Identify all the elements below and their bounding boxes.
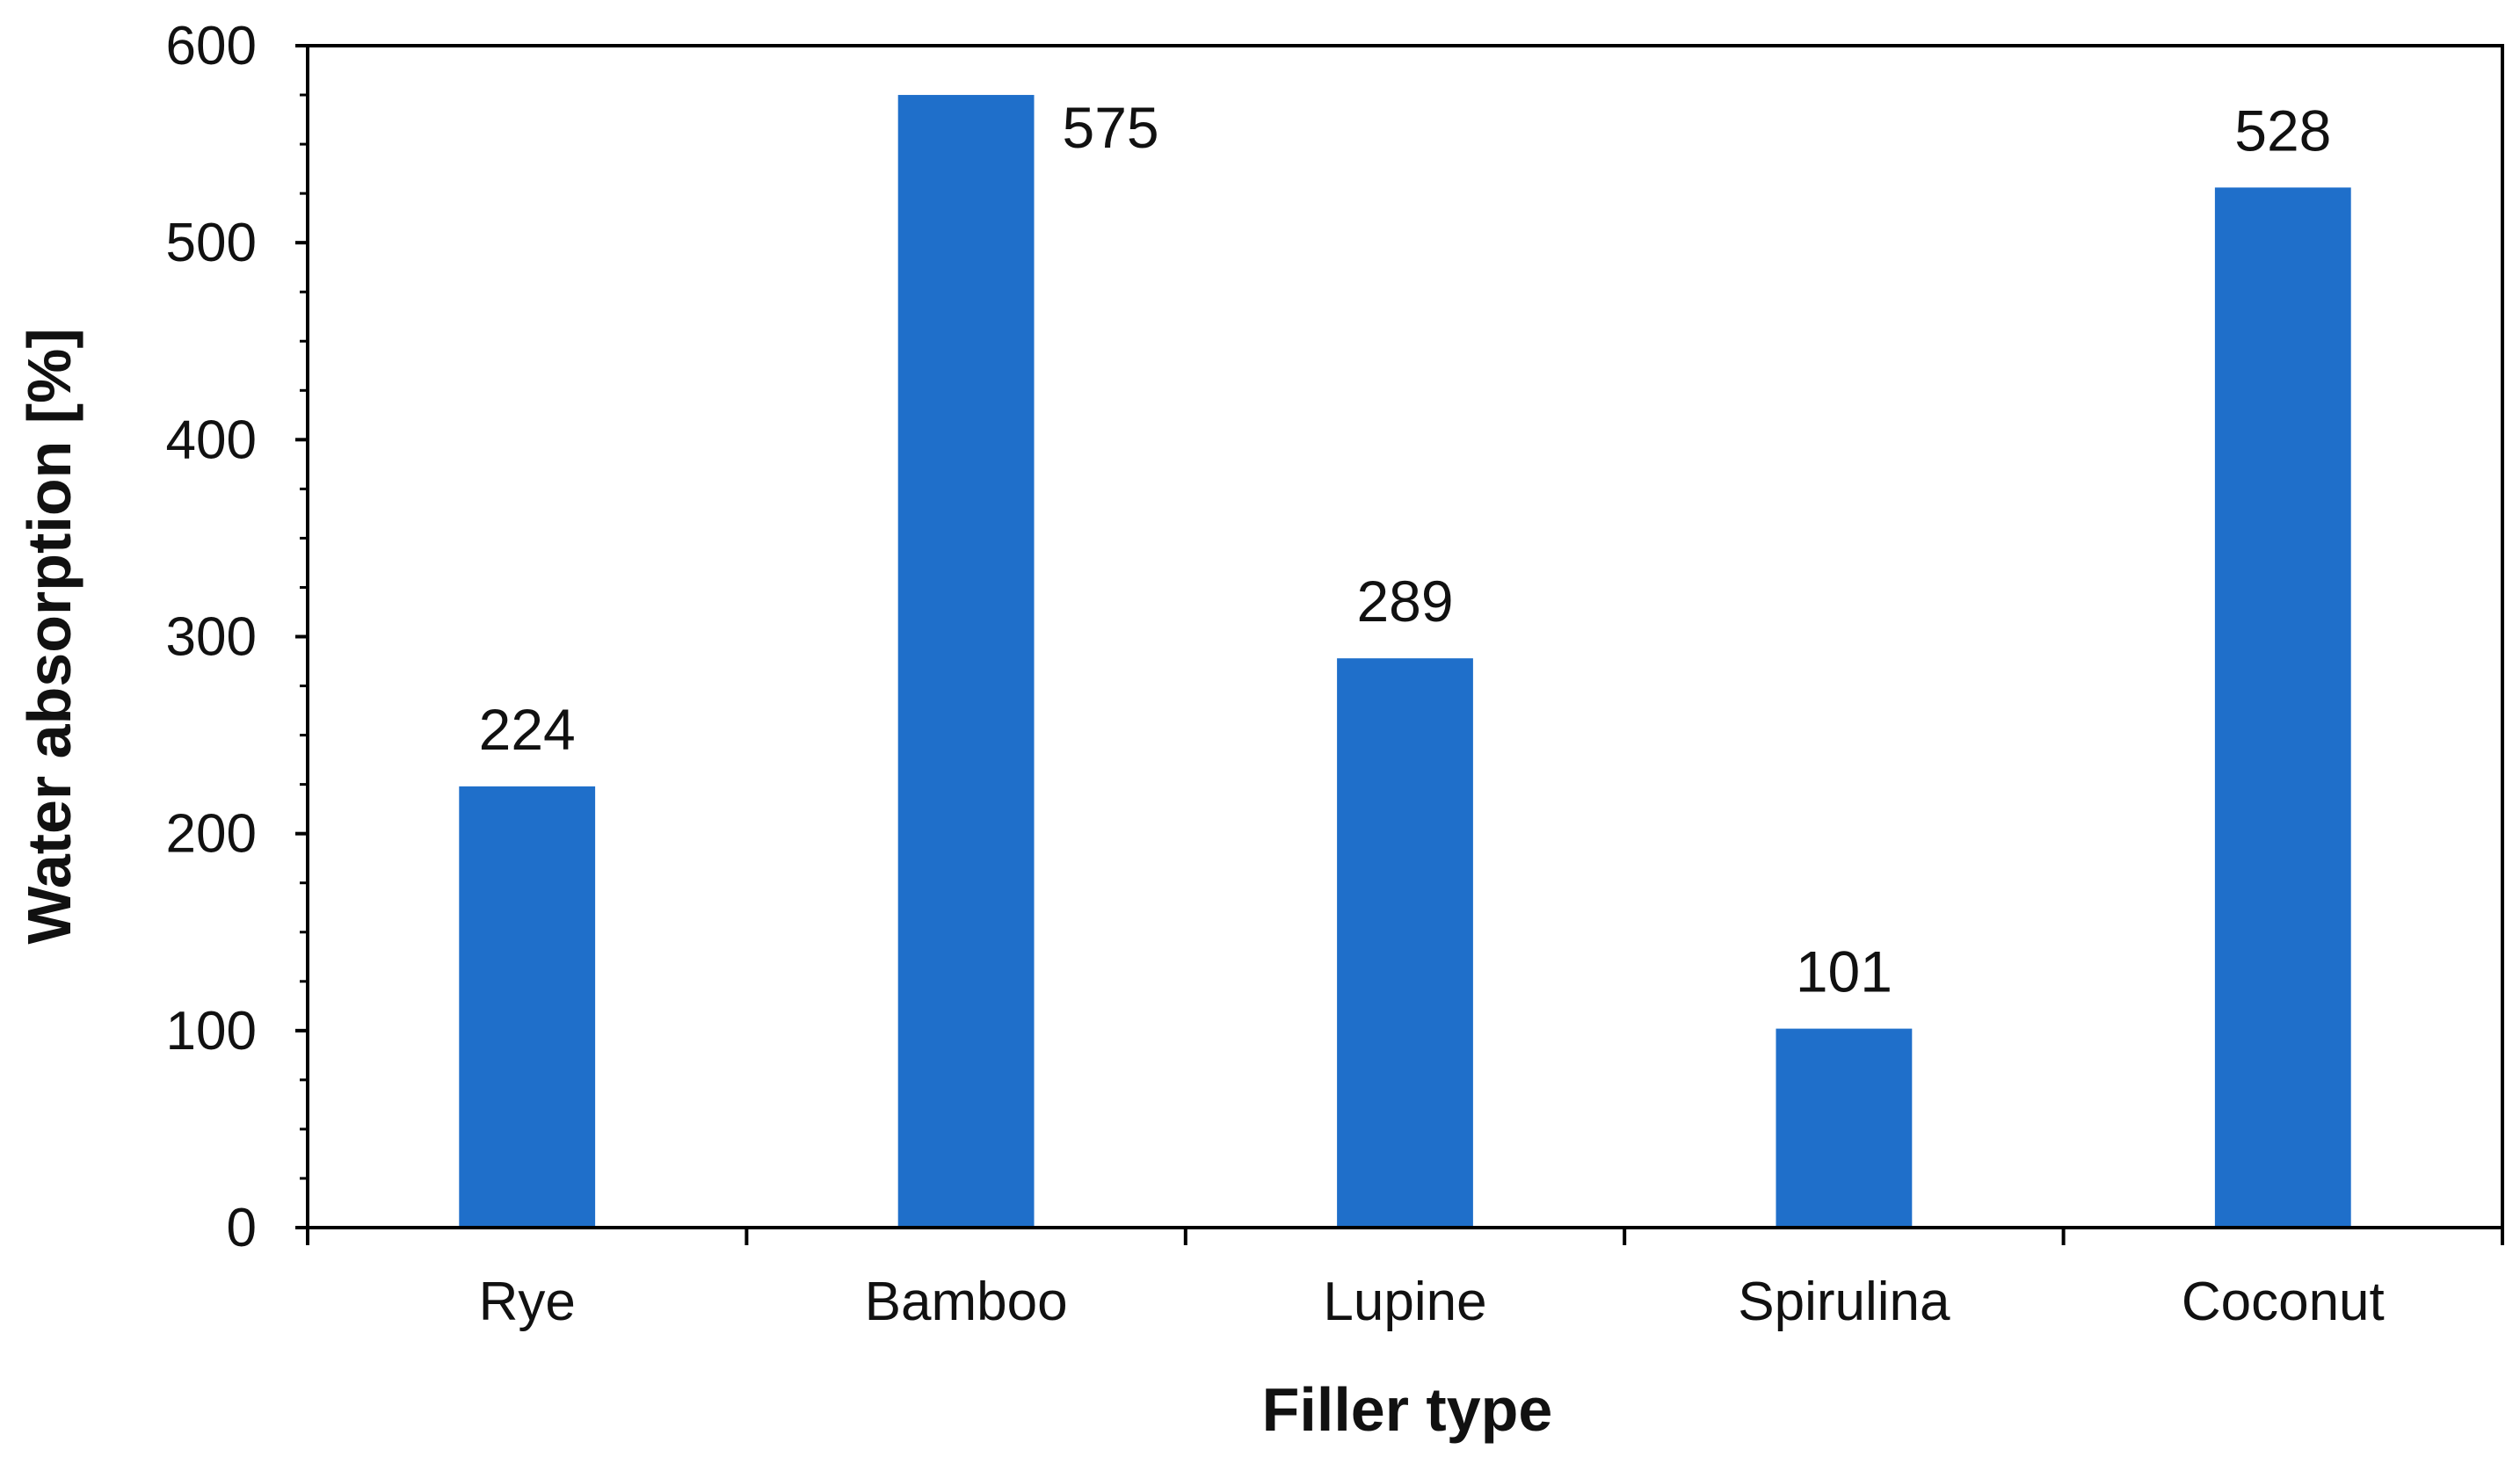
data-label: 289 (1356, 569, 1453, 634)
data-label: 224 (479, 697, 576, 762)
plot-frame (306, 44, 2504, 1229)
y-tick-label: 500 (166, 213, 257, 273)
data-label: 101 (1796, 939, 1892, 1004)
bars (459, 95, 2351, 1228)
x-tick-label: Coconut (2182, 1272, 2385, 1332)
bar-coconut (2214, 187, 2351, 1228)
bar-bamboo (897, 95, 1035, 1228)
x-ticks (306, 1228, 2504, 1245)
data-label: 575 (1063, 95, 1159, 160)
y-tick-label: 400 (166, 409, 257, 470)
x-tick-label: Spirulina (1738, 1272, 1950, 1332)
y-axis-title: Water absorption [%] (15, 328, 84, 944)
y-tick-label: 200 (166, 804, 257, 865)
data-labels: 224 575 289 101 528 (479, 95, 2332, 1004)
y-minor-ticks (295, 44, 308, 1229)
x-tick-label: Bamboo (865, 1272, 1068, 1332)
x-tick-label: Lupine (1323, 1272, 1486, 1332)
x-tick-labels: Rye Bamboo Lupine Spirulina Coconut (479, 1272, 2385, 1332)
bar-lupine (1337, 658, 1473, 1228)
y-tick-label: 100 (166, 1001, 257, 1062)
y-tick-label: 600 (166, 16, 257, 76)
bar-rye (459, 786, 596, 1228)
x-axis-title: Filler type (1262, 1375, 1553, 1444)
y-tick-label: 0 (227, 1198, 257, 1258)
x-tick-label: Rye (479, 1272, 576, 1332)
y-tick-label: 300 (166, 607, 257, 668)
bar-spirulina (1776, 1028, 1913, 1228)
data-label: 528 (2234, 98, 2331, 163)
y-tick-labels: 0 100 200 300 400 500 600 (166, 16, 257, 1258)
